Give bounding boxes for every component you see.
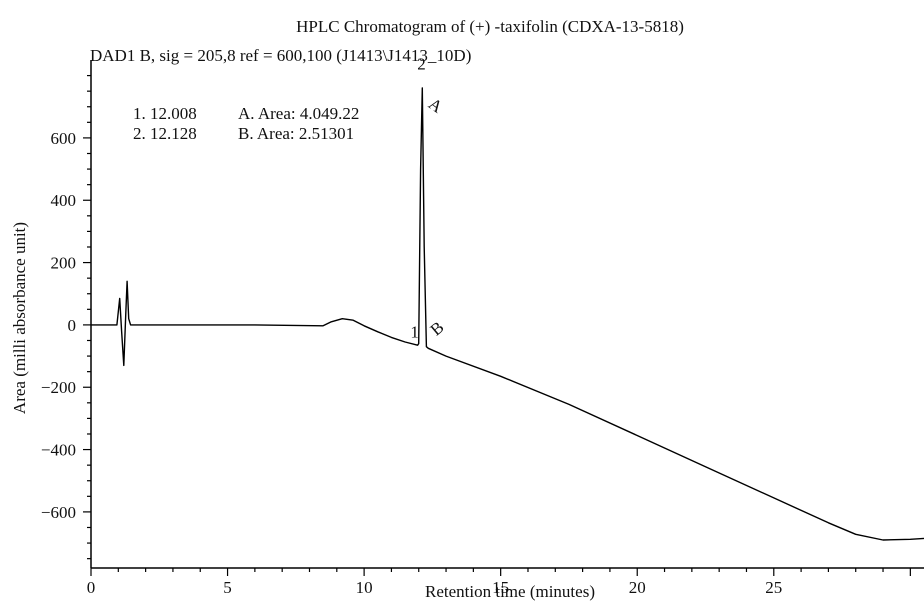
y-axis-label: Area (milli absorbance unit) [10,222,29,414]
peak-label: 1 [410,322,419,341]
y-tick-label: 600 [51,129,77,148]
chart-title: HPLC Chromatogram of (+) -taxifolin (CDX… [296,17,684,36]
peak-annotation: A [425,94,447,117]
y-tick-label: −600 [41,503,76,522]
x-axis-label: Retention time (minutes) [425,582,595,601]
y-tick-label: 400 [51,191,77,210]
x-tick-label: 15 [492,578,509,597]
x-tick-label: 25 [765,578,782,597]
peak-table-row-2-num: 2. 12.128 [133,124,197,143]
y-tick-label: −200 [41,378,76,397]
peak-table-row-1-num: 1. 12.008 [133,104,197,123]
peak-annotation: B [427,318,448,340]
x-tick-label: 20 [629,578,646,597]
chromatogram-trace [91,87,924,541]
peak-annotations: AB [425,94,447,339]
peak-table: 1. 12.008 A. Area: 4.049.22 2. 12.128 B.… [133,104,359,143]
y-axis-ticks: 600 400 200 0 −200 −400 −600 [41,74,91,560]
chart-subtitle: DAD1 B, sig = 205,8 ref = 600,100 (J1413… [90,46,471,65]
peak-table-row-2-area: B. Area: 2.51301 [238,124,354,143]
x-tick-label: 5 [223,578,232,597]
peak-labels: 12 [410,54,425,341]
x-tick-label: 10 [356,578,373,597]
y-tick-label: −400 [41,441,76,460]
x-tick-label: 0 [87,578,96,597]
y-tick-label: 200 [51,254,77,273]
x-axis-ticks: 0 5 10 15 20 25 [87,568,911,597]
peak-table-row-1-area: A. Area: 4.049.22 [238,104,359,123]
y-tick-label: 0 [68,316,77,335]
peak-label: 2 [417,54,426,73]
